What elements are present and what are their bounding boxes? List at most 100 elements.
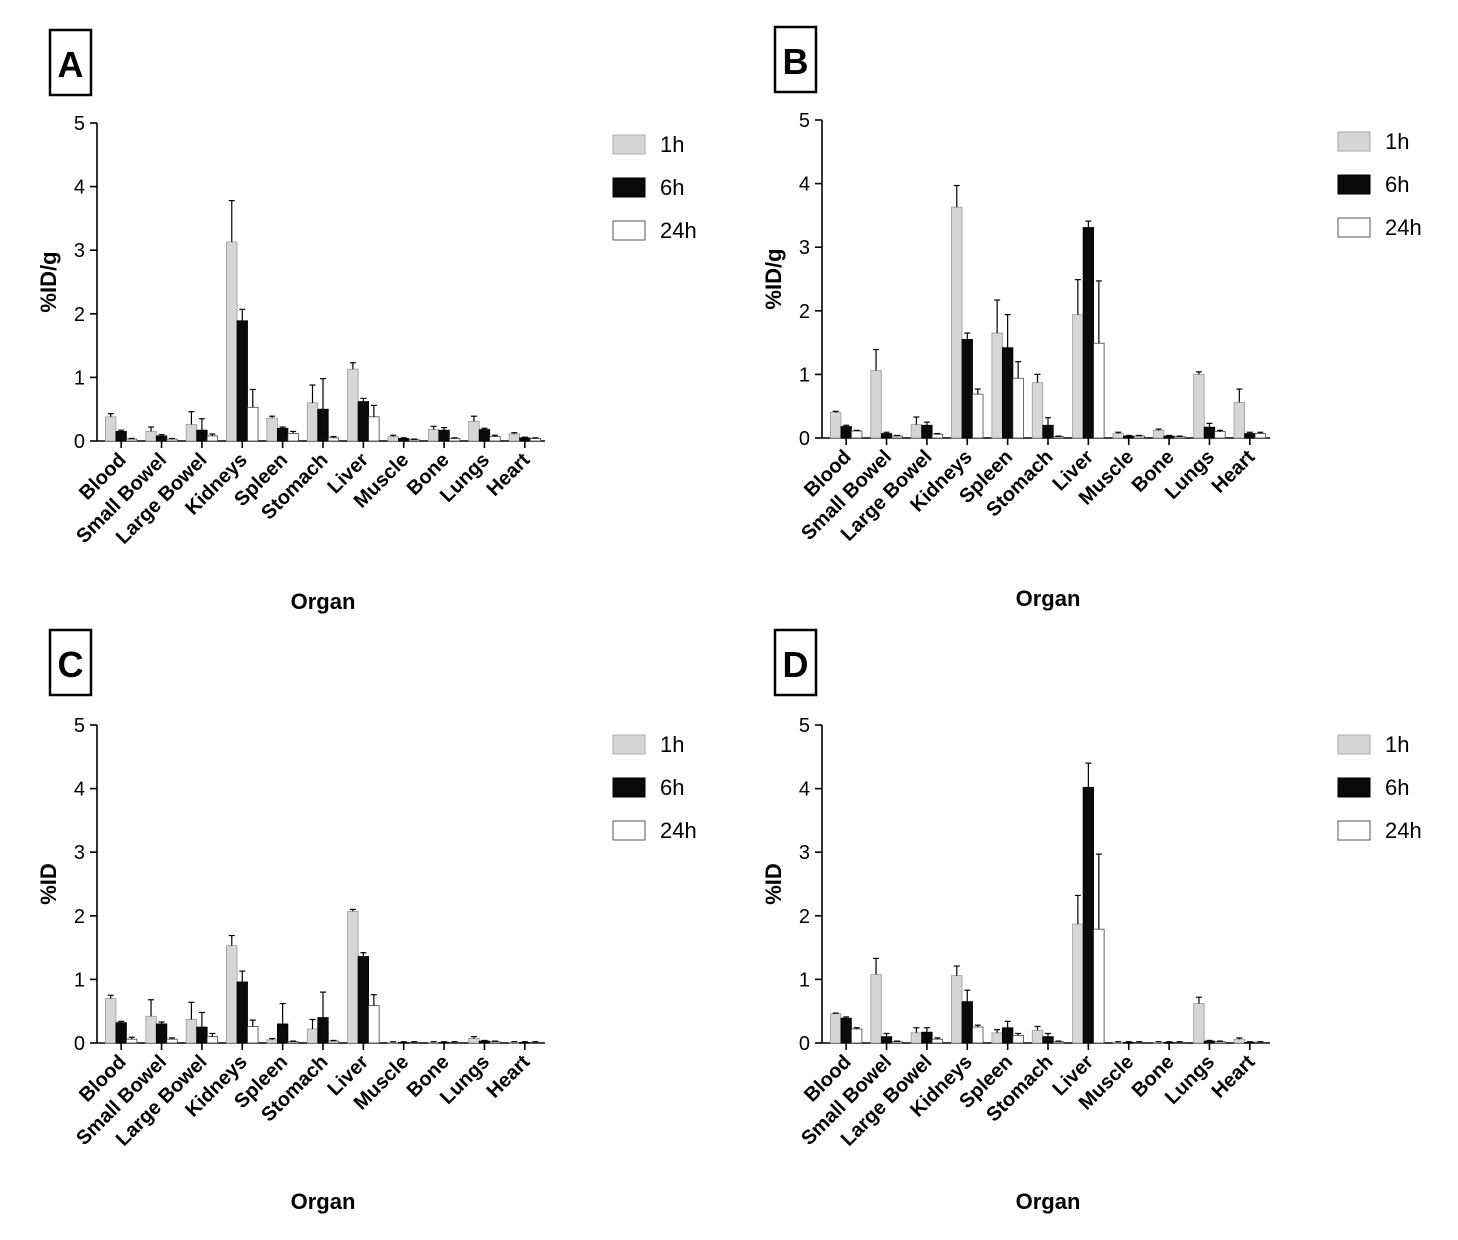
bar-24h	[891, 1041, 903, 1044]
bar-6h	[276, 1023, 289, 1044]
bar-1h	[508, 1041, 520, 1044]
legend-swatch-6h	[1337, 174, 1371, 195]
legend-swatch-24h	[612, 820, 646, 841]
bar-24h	[206, 435, 219, 442]
bar-24h	[931, 433, 944, 439]
bar-6h	[840, 426, 852, 439]
y-tick-label: 3	[74, 842, 85, 864]
legend-label-6h: 6h	[660, 175, 684, 200]
bar-24h	[327, 1040, 340, 1044]
bar-1h	[427, 1041, 440, 1044]
bar-24h	[1133, 1041, 1145, 1044]
bar-6h	[961, 339, 973, 439]
bar-1h	[951, 206, 963, 439]
x-tick-label: Heart	[483, 449, 535, 501]
bar-24h	[1093, 928, 1105, 1044]
bar-24h	[489, 436, 501, 442]
bar-6h	[155, 1023, 168, 1044]
y-tick-label: 1	[799, 364, 810, 386]
bar-1h	[347, 368, 359, 442]
bar-24h	[327, 437, 340, 442]
panel-label-box	[48, 628, 93, 697]
x-tick-label: Heart	[483, 1051, 535, 1103]
bar-6h	[155, 435, 168, 442]
bar-1h	[870, 370, 882, 439]
bar-24h	[408, 1041, 420, 1044]
bar-24h	[1052, 436, 1065, 439]
bar-1h	[910, 424, 923, 439]
legend-label-1h: 1h	[660, 132, 684, 157]
legend-swatch-6h	[612, 777, 646, 798]
y-tick-label: 3	[799, 237, 810, 259]
bar-24h	[851, 1028, 863, 1044]
y-axis-label: %ID/g	[761, 248, 786, 309]
y-tick-label: 1	[74, 367, 85, 389]
legend-swatch-6h	[1337, 777, 1371, 798]
bar-1h	[830, 412, 842, 439]
bar-24h	[972, 1026, 984, 1044]
legend-swatch-24h	[1337, 820, 1371, 841]
bar-24h	[287, 432, 299, 442]
bar-24h	[891, 435, 903, 439]
y-tick-label: 5	[74, 113, 85, 135]
bar-1h	[870, 973, 882, 1044]
y-tick-label: 2	[74, 906, 85, 928]
bar-6h	[1042, 424, 1054, 439]
bar-1h	[347, 910, 359, 1044]
bar-6h	[478, 1040, 491, 1044]
bar-24h	[448, 438, 461, 442]
bar-1h	[1193, 1003, 1205, 1044]
bar-1h	[145, 431, 157, 442]
legend-label-24h: 24h	[660, 218, 697, 243]
bar-6h	[519, 1041, 531, 1044]
bar-1h	[830, 1013, 842, 1044]
bar-1h	[1193, 373, 1205, 439]
bar-1h	[991, 332, 1003, 439]
y-tick-label: 5	[74, 715, 85, 737]
bar-1h	[105, 998, 117, 1044]
bar-1h	[387, 1041, 399, 1044]
legend-swatch-24h	[1337, 217, 1371, 238]
legend-label-6h: 6h	[1385, 172, 1409, 197]
panel-label: A	[58, 44, 84, 85]
bar-1h	[266, 417, 278, 442]
bar-1h	[1152, 1041, 1165, 1044]
bar-24h	[931, 1038, 944, 1044]
x-axis-label: Organ	[291, 589, 356, 614]
bar-1h	[951, 975, 963, 1044]
legend-swatch-6h	[612, 177, 646, 198]
bar-6h	[438, 1041, 450, 1044]
bar-6h	[115, 431, 127, 442]
legend-label-1h: 1h	[1385, 129, 1409, 154]
bar-1h	[910, 1032, 923, 1044]
bar-6h	[1123, 435, 1135, 439]
bar-6h	[519, 437, 531, 442]
bar-6h	[1042, 1036, 1054, 1044]
bar-24h	[206, 1036, 219, 1044]
legend-swatch-1h	[1337, 734, 1371, 755]
bar-24h	[972, 393, 984, 439]
bar-24h	[851, 430, 863, 439]
bar-24h	[448, 1041, 461, 1044]
bar-24h	[1254, 1041, 1266, 1044]
x-tick-label: Heart	[1208, 1051, 1260, 1103]
y-tick-label: 4	[799, 779, 810, 801]
bar-24h	[1012, 377, 1024, 439]
y-axis-label: %ID	[761, 863, 786, 905]
bar-1h	[991, 1032, 1003, 1044]
bar-24h	[247, 1026, 259, 1044]
bar-1h	[306, 402, 319, 442]
bar-6h	[357, 956, 370, 1044]
panel-label-box	[773, 25, 818, 94]
bar-6h	[196, 1026, 208, 1044]
bar-1h	[387, 436, 399, 442]
bar-24h	[166, 1038, 178, 1044]
bar-1h	[226, 945, 238, 1044]
legend-swatch-1h	[612, 134, 646, 155]
bar-6h	[921, 1031, 933, 1044]
bar-6h	[1123, 1041, 1135, 1044]
bar-1h	[1112, 433, 1124, 439]
